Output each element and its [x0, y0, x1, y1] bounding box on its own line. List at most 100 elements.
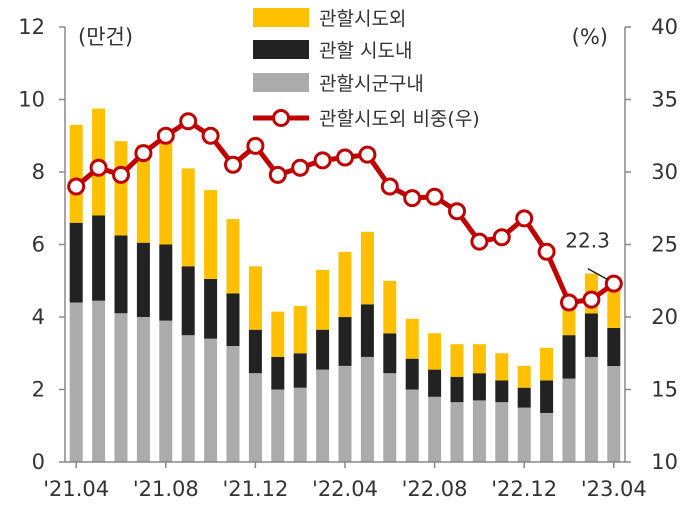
- bar-within-district-17: [450, 402, 464, 462]
- ratio-point-21: [537, 242, 556, 261]
- bar-outside-province-13: [360, 231, 374, 305]
- left-tick-label-3: 6: [32, 233, 45, 257]
- bar-outside-province-5: [181, 168, 195, 267]
- bar-within-province-18: [472, 373, 486, 401]
- bar-within-province-11: [316, 329, 330, 370]
- bar-within-district-9: [271, 389, 285, 462]
- bar-within-district-20: [517, 407, 531, 462]
- legend-label-1: 관할 시도내: [319, 40, 412, 62]
- legend-swatch-1: [253, 40, 309, 59]
- x-tick-label-5: '22.12: [491, 477, 557, 501]
- bar-outside-province-17: [450, 344, 464, 377]
- bar-within-province-0: [69, 222, 83, 303]
- bar-outside-province-20: [517, 365, 531, 388]
- ratio-point-13: [358, 145, 377, 164]
- bar-within-district-19: [495, 402, 509, 462]
- left-tick-label-1: 2: [32, 378, 45, 402]
- bar-within-province-23: [584, 313, 598, 357]
- right-tick-label-3: 25: [651, 233, 678, 257]
- bar-within-province-4: [159, 244, 173, 321]
- bar-within-district-7: [226, 346, 240, 462]
- bar-within-province-8: [248, 329, 262, 374]
- bar-within-province-9: [271, 356, 285, 390]
- bar-within-province-2: [114, 235, 128, 314]
- bar-within-district-14: [383, 373, 397, 462]
- ratio-point-17: [448, 202, 466, 221]
- ratio-point-15: [403, 189, 422, 208]
- right-tick-label-5: 35: [651, 88, 678, 112]
- right-tick-label-4: 30: [651, 160, 678, 184]
- bar-outside-province-24: [607, 284, 621, 328]
- bar-outside-province-4: [159, 143, 173, 245]
- x-tick-label-6: '23.04: [581, 477, 647, 501]
- bar-within-province-14: [383, 333, 397, 374]
- bar-within-district-0: [69, 302, 83, 462]
- bar-within-province-1: [92, 215, 106, 301]
- ratio-point-6: [201, 126, 220, 145]
- bar-outside-province-8: [248, 266, 262, 330]
- bar-outside-province-7: [226, 219, 240, 294]
- bar-within-district-15: [405, 389, 419, 462]
- bar-within-district-10: [293, 387, 307, 462]
- bar-within-district-16: [428, 396, 442, 463]
- bar-within-province-15: [405, 358, 419, 390]
- ratio-point-18: [470, 232, 489, 251]
- bar-outside-province-21: [540, 347, 554, 381]
- bar-within-district-11: [316, 369, 330, 462]
- left-axis-unit: (만건): [78, 25, 133, 49]
- bar-within-district-23: [584, 356, 598, 462]
- annotation-layer: 22.3: [565, 229, 610, 281]
- bar-outside-province-18: [472, 344, 486, 374]
- ratio-point-7: [224, 155, 242, 174]
- legend-swatch-0: [253, 8, 309, 27]
- bar-within-district-6: [204, 338, 218, 463]
- left-tick-label-4: 8: [32, 160, 45, 184]
- ratio-point-11: [313, 151, 332, 170]
- bar-within-district-2: [114, 313, 128, 462]
- bar-outside-province-16: [428, 333, 442, 370]
- right-tick-label-6: 40: [651, 15, 678, 39]
- x-tick-label-3: '22.04: [312, 477, 378, 501]
- ratio-point-24: [604, 274, 623, 293]
- left-tick-label-5: 10: [18, 88, 45, 112]
- x-tick-label-0: '21.04: [43, 477, 109, 501]
- bar-outside-province-3: [136, 144, 150, 243]
- right-tick-label-2: 20: [651, 305, 678, 329]
- bar-outside-province-12: [338, 251, 352, 318]
- left-tick-label-6: 12: [18, 15, 45, 39]
- ratio-point-10: [291, 158, 310, 177]
- ratio-point-2: [112, 165, 130, 184]
- line-layer: [67, 112, 623, 312]
- bar-within-district-13: [360, 356, 374, 462]
- bar-outside-province-19: [495, 353, 509, 381]
- right-axis-unit: (%): [572, 25, 608, 49]
- bar-within-district-1: [92, 300, 106, 462]
- bar-outside-province-11: [316, 269, 330, 330]
- bar-within-province-12: [338, 317, 352, 366]
- bar-outside-province-9: [271, 311, 285, 357]
- bar-within-province-20: [517, 387, 531, 408]
- bar-outside-province-6: [204, 190, 218, 279]
- ratio-point-9: [268, 165, 287, 184]
- bar-within-province-7: [226, 293, 240, 346]
- bar-within-province-13: [360, 304, 374, 357]
- axes-layer: (만건) (%) 0 2 4 6 8 10 12 10 15 20 25 30 35 40 '21.04 '2…: [18, 15, 678, 501]
- bar-outside-province-15: [405, 318, 419, 359]
- bar-within-district-24: [607, 365, 621, 462]
- bar-within-district-8: [248, 373, 262, 462]
- bar-within-province-19: [495, 380, 509, 403]
- bar-within-district-18: [472, 400, 486, 462]
- ratio-point-8: [246, 136, 265, 155]
- ratio-point-22: [560, 293, 578, 312]
- bar-within-district-3: [136, 317, 150, 462]
- annotation-label-0: 22.3: [565, 229, 610, 253]
- bar-within-district-5: [181, 335, 195, 462]
- ratio-point-1: [89, 158, 108, 177]
- ratio-point-16: [425, 187, 444, 206]
- bar-within-district-21: [540, 413, 554, 462]
- bar-outside-province-14: [383, 280, 397, 334]
- legend-swatch-2: [253, 73, 309, 92]
